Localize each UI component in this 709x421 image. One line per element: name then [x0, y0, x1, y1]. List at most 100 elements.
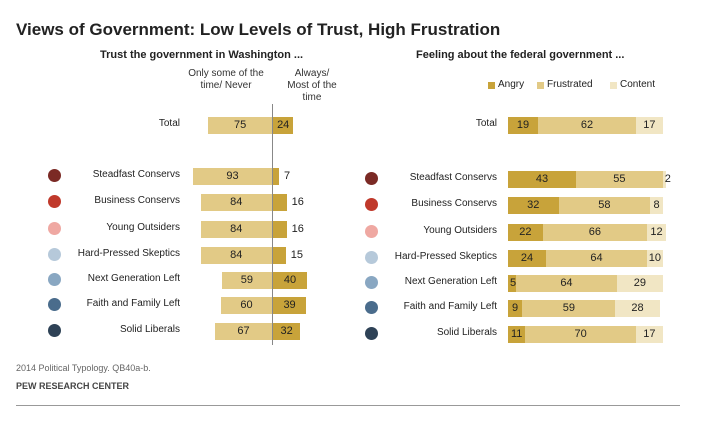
left-row-label-young-outsiders: Young Outsiders	[106, 222, 180, 233]
left-column-header-always: Always/ Most of the time	[287, 68, 337, 103]
right-label-content-hard-pressed-skeptics: 10	[648, 252, 662, 264]
right-bar-angry-total	[508, 117, 539, 134]
left-label-always-solid-liberals: 32	[280, 325, 293, 337]
left-bar-never-solid-liberals	[215, 323, 272, 340]
right-bar-content-next-generation-left	[617, 275, 663, 292]
right-bar-frustrated-business-conservs	[558, 197, 651, 214]
left-label-always-young-outsiders: 16	[291, 223, 304, 235]
left-row-label-hard-pressed-skeptics: Hard-Pressed Skeptics	[77, 248, 180, 259]
left-bar-never-faith-and-family-left	[221, 297, 272, 314]
right-bar-content-business-conservs	[650, 197, 663, 214]
right-label-content-young-outsiders: 12	[650, 226, 663, 238]
left-label-never-next-generation-left: 59	[240, 274, 254, 286]
right-label-frustrated-hard-pressed-skeptics: 64	[590, 252, 603, 264]
right-row-label-hard-pressed-skeptics: Hard-Pressed Skeptics	[394, 251, 497, 262]
legend-swatch-angry	[488, 82, 495, 89]
right-label-angry-hard-pressed-skeptics: 24	[520, 252, 534, 264]
left-group-dot-hard-pressed-skeptics	[48, 248, 61, 261]
left-row-label-faith-and-family-left: Faith and Family Left	[86, 298, 180, 309]
right-label-content-faith-and-family-left: 28	[631, 302, 644, 314]
right-label-frustrated-next-generation-left: 64	[560, 277, 573, 289]
left-bar-never-next-generation-left	[221, 272, 272, 289]
right-bar-content-young-outsiders	[647, 224, 666, 241]
right-bar-frustrated-next-generation-left	[515, 275, 617, 292]
right-label-angry-faith-and-family-left: 9	[512, 302, 519, 314]
left-group-dot-faith-and-family-left	[48, 298, 61, 311]
right-row-label-steadfast-conservs: Steadfast Conservs	[409, 172, 497, 183]
left-bar-always-solid-liberals	[273, 323, 301, 340]
legend-label-content: Content	[620, 79, 656, 90]
right-bar-angry-hard-pressed-skeptics	[508, 250, 546, 267]
right-label-content-next-generation-left: 29	[633, 277, 647, 289]
right-group-dot-business-conservs	[365, 198, 378, 211]
legend-label-frustrated: Frustrated	[547, 79, 593, 90]
legend-swatch-frustrated	[537, 82, 544, 89]
right-label-frustrated-solid-liberals: 70	[574, 328, 587, 340]
right-row-label-faith-and-family-left: Faith and Family Left	[403, 301, 497, 312]
right-bar-content-steadfast-conservs	[662, 171, 666, 188]
left-label-never-hard-pressed-skeptics: 84	[230, 249, 243, 261]
right-bar-content-faith-and-family-left	[615, 300, 660, 317]
right-bar-angry-faith-and-family-left	[508, 300, 523, 317]
right-bar-frustrated-steadfast-conservs	[575, 171, 663, 188]
right-label-content-total: 17	[643, 119, 656, 131]
left-row-label-total: Total	[158, 118, 180, 129]
right-bar-angry-business-conservs	[508, 197, 559, 214]
left-bar-never-total	[208, 117, 272, 134]
left-row-label-next-generation-left: Next Generation Left	[87, 273, 180, 284]
left-chart-subtitle: Trust the government in Washington ...	[100, 49, 304, 61]
right-bar-frustrated-faith-and-family-left	[522, 300, 616, 317]
left-group-dot-business-conservs	[48, 195, 61, 208]
left-bar-never-steadfast-conservs	[192, 168, 272, 185]
right-label-frustrated-young-outsiders: 66	[588, 226, 601, 238]
source-note: 2014 Political Typology. QB40a-b.	[16, 363, 151, 373]
left-bar-always-next-generation-left	[273, 272, 307, 289]
left-label-always-next-generation-left: 40	[283, 274, 297, 286]
zero-axis-line	[272, 104, 273, 345]
right-group-dot-hard-pressed-skeptics	[365, 251, 378, 264]
right-label-frustrated-business-conservs: 58	[598, 199, 611, 211]
left-row-label-business-conservs: Business Conservs	[94, 195, 180, 206]
left-row-label-steadfast-conservs: Steadfast Conservs	[92, 169, 180, 180]
right-group-dot-next-generation-left	[365, 276, 378, 289]
right-bar-frustrated-solid-liberals	[525, 326, 636, 343]
right-group-dot-solid-liberals	[365, 327, 378, 340]
right-label-content-solid-liberals: 17	[643, 328, 656, 340]
left-label-never-faith-and-family-left: 60	[240, 299, 253, 311]
left-label-always-hard-pressed-skeptics: 15	[290, 249, 303, 261]
right-chart-subtitle: Feeling about the federal government ...	[416, 49, 625, 61]
right-bar-content-hard-pressed-skeptics	[647, 250, 663, 267]
right-bar-angry-next-generation-left	[508, 275, 516, 292]
right-group-dot-young-outsiders	[365, 225, 378, 238]
right-row-label-young-outsiders: Young Outsiders	[423, 225, 497, 236]
left-bar-always-steadfast-conservs	[273, 168, 279, 185]
right-bar-frustrated-young-outsiders	[542, 224, 648, 241]
left-label-always-steadfast-conservs: 7	[283, 170, 291, 182]
left-label-never-solid-liberals: 67	[237, 325, 250, 337]
right-group-dot-steadfast-conservs	[365, 172, 378, 185]
right-label-angry-young-outsiders: 22	[519, 226, 532, 238]
right-bar-content-total	[635, 117, 663, 134]
left-label-always-faith-and-family-left: 39	[283, 299, 296, 311]
right-label-angry-next-generation-left: 5	[509, 277, 517, 289]
right-label-content-steadfast-conservs: 2	[664, 173, 671, 185]
right-row-label-business-conservs: Business Conservs	[411, 198, 497, 209]
left-bar-never-business-conservs	[200, 194, 272, 211]
right-row-label-next-generation-left: Next Generation Left	[404, 276, 497, 287]
left-label-always-total: 24	[277, 119, 290, 131]
left-bar-always-faith-and-family-left	[273, 297, 307, 314]
left-group-dot-steadfast-conservs	[48, 169, 61, 182]
chart-title: Views of Government: Low Levels of Trust…	[16, 20, 501, 39]
right-row-label-solid-liberals: Solid Liberals	[436, 327, 497, 338]
left-group-dot-solid-liberals	[48, 324, 61, 337]
left-label-never-business-conservs: 84	[230, 196, 243, 208]
org-name: PEW RESEARCH CENTER	[16, 381, 130, 391]
right-label-angry-solid-liberals: 11	[510, 328, 523, 340]
left-bar-always-hard-pressed-skeptics	[273, 247, 286, 264]
left-bar-always-young-outsiders	[273, 221, 287, 238]
left-column-header-never: Only some of the time/ Never	[188, 68, 264, 91]
left-group-dot-young-outsiders	[48, 222, 61, 235]
left-bar-never-young-outsiders	[200, 221, 272, 238]
right-bar-angry-steadfast-conservs	[508, 171, 576, 188]
right-label-content-business-conservs: 8	[653, 199, 660, 211]
